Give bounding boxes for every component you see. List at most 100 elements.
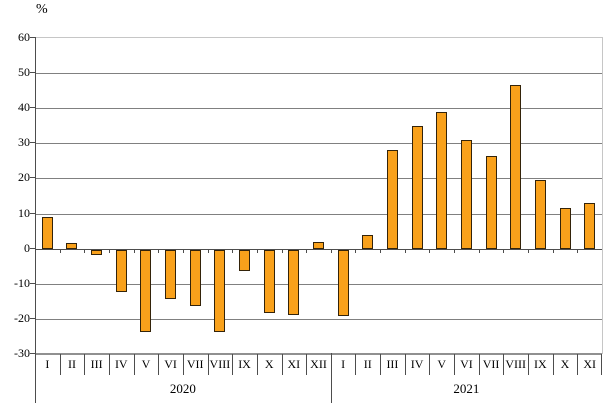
category-axis-tick bbox=[355, 249, 357, 253]
month-label: IX bbox=[534, 357, 547, 371]
month-label: VII bbox=[186, 357, 204, 371]
month-label: IV bbox=[410, 357, 424, 371]
gridline bbox=[35, 353, 602, 355]
category-axis-tick bbox=[281, 249, 283, 253]
category-axis-tick bbox=[207, 249, 209, 253]
y-tick-label: 30 bbox=[18, 135, 30, 150]
bar bbox=[263, 249, 275, 313]
bar bbox=[510, 85, 522, 249]
y-axis-line bbox=[35, 37, 36, 403]
y-axis-tick bbox=[30, 107, 35, 109]
month-label: X bbox=[560, 357, 570, 371]
y-tick-label: -20 bbox=[14, 310, 30, 325]
category-axis-tick bbox=[306, 249, 308, 253]
y-tick-label: 60 bbox=[18, 30, 30, 44]
month-separator bbox=[503, 354, 505, 375]
category-axis-tick bbox=[232, 249, 234, 253]
month-label: XI bbox=[287, 357, 301, 371]
month-label: V bbox=[141, 357, 151, 371]
y-tick-label: 20 bbox=[18, 170, 30, 185]
bar bbox=[239, 249, 251, 271]
y-tick-label: 40 bbox=[18, 100, 30, 115]
bar bbox=[288, 249, 300, 315]
month-axis-row: I II III IV V VI VII VIII IX X XI XII I II III IV V VI VII… bbox=[35, 353, 602, 376]
year-separator bbox=[330, 353, 332, 403]
category-axis-tick bbox=[577, 249, 579, 253]
bar bbox=[460, 139, 472, 249]
year-label: 2021 bbox=[453, 381, 480, 396]
month-label: VIII bbox=[505, 357, 527, 371]
y-tick-label: 10 bbox=[18, 205, 30, 220]
gridline bbox=[35, 143, 602, 145]
month-label: VIII bbox=[209, 357, 231, 371]
y-tick-label: 0 bbox=[24, 240, 30, 255]
y-tick-label: -30 bbox=[14, 346, 30, 360]
bar bbox=[411, 125, 423, 249]
bar bbox=[66, 243, 78, 249]
category-axis-tick bbox=[108, 249, 110, 253]
category-axis-tick bbox=[478, 249, 480, 253]
month-separator bbox=[429, 354, 431, 375]
bar bbox=[485, 155, 497, 249]
gridline bbox=[35, 213, 602, 215]
month-separator bbox=[84, 354, 86, 375]
month-separator bbox=[552, 354, 554, 375]
bar bbox=[214, 249, 226, 333]
month-separator bbox=[158, 354, 160, 375]
bar bbox=[189, 249, 201, 306]
month-separator bbox=[59, 354, 61, 375]
month-label: X bbox=[264, 357, 274, 371]
y-axis-tick bbox=[30, 247, 35, 249]
month-separator bbox=[281, 354, 283, 375]
month-label: III bbox=[90, 357, 103, 371]
y-axis-tick bbox=[30, 37, 35, 38]
y-tick-label: 50 bbox=[18, 65, 30, 80]
bar bbox=[115, 249, 127, 292]
bar bbox=[140, 249, 152, 333]
month-label: VI bbox=[164, 357, 177, 371]
month-separator bbox=[207, 354, 209, 375]
plot-area bbox=[35, 37, 603, 355]
bar bbox=[559, 208, 571, 249]
y-axis-tick bbox=[30, 353, 35, 354]
month-separator bbox=[232, 354, 234, 375]
bar bbox=[313, 241, 324, 249]
month-label: III bbox=[386, 357, 399, 371]
category-axis-tick bbox=[256, 249, 258, 253]
month-separator bbox=[404, 354, 406, 375]
month-separator bbox=[454, 354, 456, 375]
y-axis-tick bbox=[30, 317, 35, 319]
category-axis-tick bbox=[182, 249, 184, 253]
gridline bbox=[35, 283, 602, 285]
gridline bbox=[35, 73, 602, 75]
bar bbox=[534, 180, 546, 249]
month-separator bbox=[133, 354, 135, 375]
month-label: XI bbox=[583, 357, 596, 371]
bar bbox=[362, 234, 374, 249]
category-axis-tick bbox=[552, 249, 554, 253]
month-separator bbox=[601, 354, 602, 375]
y-axis-tick bbox=[30, 282, 35, 284]
month-separator bbox=[478, 354, 480, 375]
month-separator bbox=[256, 354, 258, 375]
category-axis-tick bbox=[528, 249, 530, 253]
bar bbox=[436, 111, 448, 249]
month-separator bbox=[380, 354, 382, 375]
month-label: II bbox=[67, 357, 76, 371]
month-separator bbox=[306, 354, 308, 375]
bar bbox=[165, 249, 177, 299]
month-label: I bbox=[341, 357, 346, 371]
bar bbox=[584, 203, 596, 249]
gridline bbox=[35, 178, 602, 180]
category-axis-tick bbox=[158, 249, 160, 253]
bar bbox=[386, 150, 398, 249]
bar bbox=[91, 249, 103, 255]
category-axis-tick bbox=[330, 249, 332, 253]
category-axis-tick bbox=[84, 249, 86, 253]
month-label: VI bbox=[460, 357, 473, 371]
gridline bbox=[35, 248, 602, 250]
month-label: IX bbox=[238, 357, 251, 371]
category-axis-tick bbox=[380, 249, 382, 253]
y-tick-label: -10 bbox=[14, 275, 30, 290]
